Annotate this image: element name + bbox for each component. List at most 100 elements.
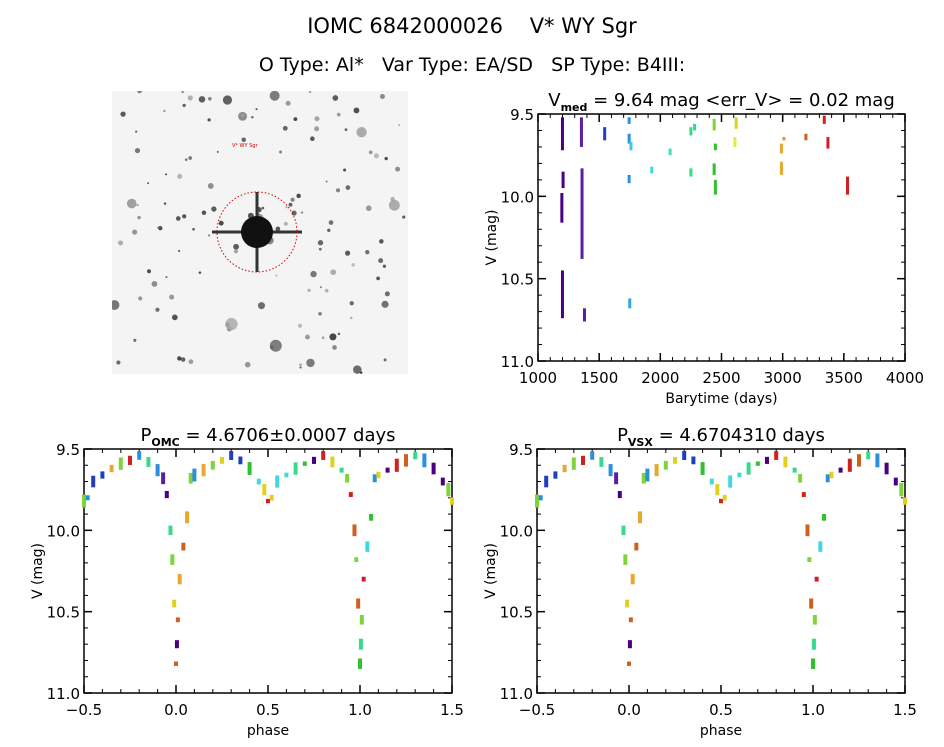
star	[257, 302, 266, 310]
data-point	[440, 477, 445, 486]
data-point	[866, 451, 871, 460]
data-point	[372, 474, 377, 483]
data-point	[256, 478, 261, 485]
star	[332, 95, 339, 101]
star	[283, 221, 288, 226]
star	[335, 188, 341, 193]
star	[269, 339, 282, 352]
data-segment	[779, 143, 783, 154]
star	[133, 338, 137, 342]
y-tick-label: 9.5	[509, 441, 533, 459]
data-point	[155, 464, 160, 477]
star	[388, 199, 400, 211]
x-tick-label: 1.5	[440, 701, 464, 719]
data-segment	[693, 123, 697, 131]
star	[251, 115, 254, 119]
data-point	[128, 455, 132, 465]
data-point	[728, 475, 733, 488]
star	[225, 317, 238, 331]
data-segment	[580, 168, 584, 259]
data-segment	[689, 168, 693, 177]
data-point	[599, 457, 604, 467]
y-axis-label: V (mag)	[30, 543, 46, 599]
data-point	[719, 498, 723, 504]
data-point	[634, 542, 639, 551]
data-point	[737, 472, 742, 478]
star	[337, 332, 341, 336]
star	[291, 210, 297, 216]
star	[112, 300, 120, 310]
x-tick-label: 0.5	[709, 701, 733, 719]
star	[211, 206, 217, 212]
star	[207, 118, 211, 122]
data-point	[358, 658, 362, 669]
data-point	[321, 451, 326, 460]
x-tick-label: 0.5	[256, 701, 280, 719]
star	[290, 197, 295, 202]
star	[319, 286, 323, 289]
star	[175, 216, 181, 221]
star	[198, 96, 206, 103]
data-point	[185, 511, 190, 524]
data-point	[431, 462, 436, 475]
data-point	[422, 453, 427, 468]
data-point	[359, 614, 364, 625]
star	[255, 108, 258, 111]
star	[182, 103, 186, 108]
y-tick-label: 10.5	[501, 271, 534, 289]
data-segment	[846, 176, 850, 195]
data-point	[247, 462, 252, 475]
star	[120, 111, 126, 117]
star	[132, 229, 138, 235]
data-point	[361, 576, 366, 582]
plot-title: Vmed = 9.64 mag <err_V> = 0.02 mag	[548, 90, 895, 114]
star	[314, 116, 320, 122]
star	[126, 198, 137, 209]
plot-title: POMC = 4.6706±0.0007 days	[140, 425, 395, 449]
star	[328, 220, 334, 225]
star	[188, 156, 193, 160]
star	[368, 150, 373, 155]
data-point	[174, 661, 178, 666]
data-point	[385, 467, 390, 473]
star	[216, 150, 219, 153]
star	[178, 250, 181, 253]
star	[314, 126, 320, 132]
data-point	[884, 462, 889, 475]
y-axis-label: V (mag)	[483, 543, 499, 599]
star	[318, 247, 322, 251]
data-segment	[561, 171, 565, 189]
x-tick-label: −0.5	[66, 701, 102, 719]
data-point	[369, 513, 374, 521]
star	[318, 311, 322, 316]
star	[373, 153, 380, 159]
star	[330, 269, 337, 276]
star	[240, 113, 245, 118]
data-point	[715, 484, 720, 496]
star	[181, 91, 184, 94]
data-point	[394, 458, 399, 472]
star-field: V* WY Sgr	[112, 91, 406, 374]
star	[261, 206, 265, 210]
data-point	[614, 472, 619, 485]
star	[137, 215, 141, 220]
data-point	[100, 471, 105, 479]
star	[297, 323, 303, 328]
star	[350, 316, 353, 320]
data-point	[146, 457, 151, 467]
data-point	[571, 457, 576, 470]
data-point	[630, 573, 635, 585]
star	[282, 125, 288, 131]
data-segment	[782, 137, 786, 141]
data-segment	[560, 270, 564, 319]
data-point	[807, 557, 812, 563]
star	[379, 239, 384, 244]
data-point	[805, 524, 810, 537]
data-point	[174, 640, 179, 649]
star	[192, 227, 195, 231]
data-point	[293, 462, 298, 475]
star	[275, 274, 278, 277]
data-point	[164, 490, 169, 499]
data-point	[413, 451, 418, 460]
